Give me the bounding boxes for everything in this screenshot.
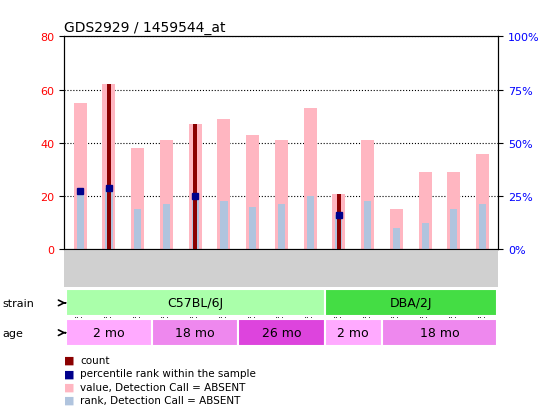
Text: ■: ■ bbox=[64, 395, 75, 405]
Bar bbox=[324, 290, 497, 316]
Bar bbox=[337, 194, 341, 250]
Bar bbox=[419, 173, 432, 250]
Bar bbox=[450, 210, 458, 250]
Bar bbox=[333, 194, 346, 250]
Bar bbox=[163, 205, 170, 250]
Bar bbox=[131, 149, 144, 250]
Bar bbox=[217, 120, 230, 250]
Text: strain: strain bbox=[3, 298, 35, 308]
Text: 2 mo: 2 mo bbox=[93, 326, 125, 339]
Bar bbox=[324, 320, 382, 346]
Bar bbox=[220, 202, 227, 250]
Text: age: age bbox=[3, 328, 24, 338]
Bar bbox=[476, 154, 489, 250]
Bar bbox=[304, 109, 316, 250]
Bar bbox=[239, 320, 324, 346]
Text: 18 mo: 18 mo bbox=[175, 326, 215, 339]
Bar bbox=[278, 205, 285, 250]
Text: percentile rank within the sample: percentile rank within the sample bbox=[80, 368, 256, 378]
Text: ■: ■ bbox=[64, 368, 75, 378]
Bar bbox=[74, 104, 87, 250]
Text: 18 mo: 18 mo bbox=[419, 326, 459, 339]
Text: rank, Detection Call = ABSENT: rank, Detection Call = ABSENT bbox=[80, 395, 240, 405]
Bar bbox=[306, 197, 314, 250]
Bar bbox=[105, 189, 113, 250]
Bar bbox=[390, 210, 403, 250]
Bar bbox=[66, 320, 152, 346]
Bar bbox=[106, 85, 111, 250]
Bar bbox=[160, 141, 173, 250]
Bar bbox=[382, 320, 497, 346]
Text: ■: ■ bbox=[64, 382, 75, 392]
Bar bbox=[192, 197, 199, 250]
Text: ■: ■ bbox=[64, 355, 75, 365]
Bar bbox=[193, 125, 198, 250]
Bar bbox=[66, 290, 324, 316]
Bar bbox=[152, 320, 239, 346]
Bar bbox=[335, 215, 343, 250]
Bar bbox=[189, 125, 202, 250]
Bar bbox=[364, 202, 371, 250]
Bar bbox=[361, 141, 374, 250]
Bar bbox=[134, 210, 141, 250]
Bar bbox=[447, 173, 460, 250]
Text: 2 mo: 2 mo bbox=[338, 326, 369, 339]
Text: 26 mo: 26 mo bbox=[262, 326, 301, 339]
Text: DBA/2J: DBA/2J bbox=[390, 297, 432, 310]
Bar bbox=[102, 85, 115, 250]
Text: value, Detection Call = ABSENT: value, Detection Call = ABSENT bbox=[80, 382, 245, 392]
Bar bbox=[77, 191, 84, 250]
Bar bbox=[479, 205, 486, 250]
Text: count: count bbox=[80, 355, 110, 365]
Bar bbox=[246, 135, 259, 250]
Bar bbox=[422, 223, 429, 250]
Bar bbox=[275, 141, 288, 250]
Bar bbox=[393, 229, 400, 250]
Bar bbox=[249, 207, 256, 250]
Text: GDS2929 / 1459544_at: GDS2929 / 1459544_at bbox=[64, 21, 226, 35]
Text: C57BL/6J: C57BL/6J bbox=[167, 297, 223, 310]
